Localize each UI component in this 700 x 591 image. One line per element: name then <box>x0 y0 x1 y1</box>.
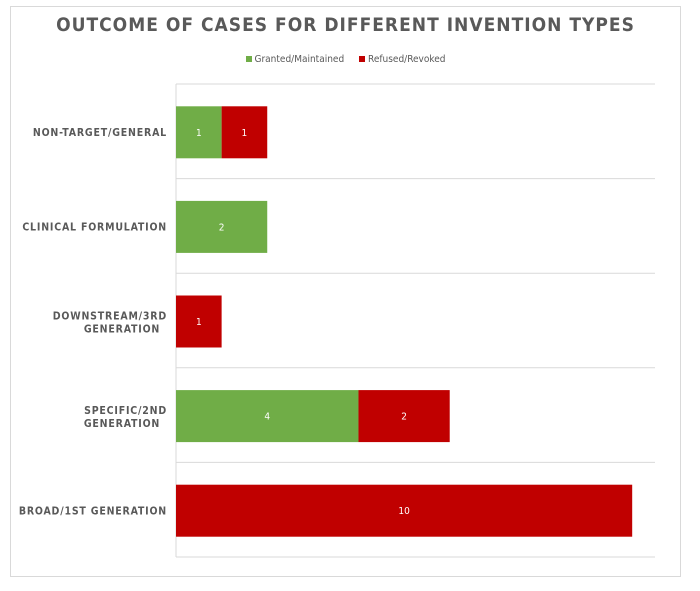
chart-title: OUTCOME OF CASES FOR DIFFERENT INVENTION… <box>56 14 635 36</box>
data-label: 10 <box>398 506 410 517</box>
category-label: NON-TARGET/GENERAL <box>33 127 167 139</box>
bar-granted <box>176 106 222 159</box>
bar-refused <box>176 295 222 348</box>
data-label: 2 <box>401 412 407 423</box>
bar-granted <box>176 390 359 443</box>
data-label: 1 <box>242 128 248 139</box>
category-label: BROAD/1ST GENERATION <box>19 505 167 517</box>
category-label: DOWNSTREAM/3RD GENERATION <box>53 310 167 335</box>
legend-label-granted: Granted/Maintained <box>254 54 345 65</box>
data-label: 2 <box>219 222 225 233</box>
legend-item-granted: Granted/Maintained <box>245 54 345 65</box>
bar-refused <box>358 390 450 443</box>
data-label: 1 <box>196 128 202 139</box>
legend-item-refused: Refused/Revoked <box>359 54 445 65</box>
legend-swatch-refused <box>359 56 366 62</box>
category-label: CLINICAL FORMULATION <box>22 222 167 234</box>
category-label: SPECIFIC/2ND GENERATION <box>84 405 167 430</box>
bar-refused <box>221 106 268 159</box>
chart-frame <box>10 6 681 577</box>
bar-refused <box>176 484 633 537</box>
chart-legend: Granted/Maintained Refused/Revoked <box>0 54 691 65</box>
data-label: 4 <box>264 412 270 423</box>
bar-granted <box>176 200 268 253</box>
legend-label-refused: Refused/Revoked <box>368 54 446 65</box>
data-label: 1 <box>196 317 202 328</box>
legend-swatch-granted <box>245 56 252 62</box>
